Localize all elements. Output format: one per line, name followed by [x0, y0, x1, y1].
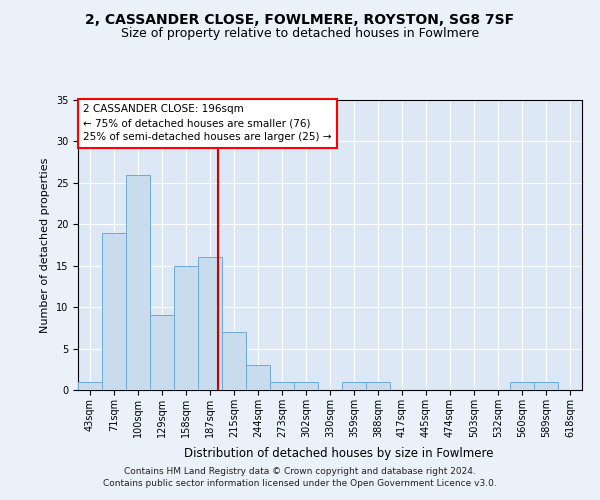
Text: Contains HM Land Registry data © Crown copyright and database right 2024.
Contai: Contains HM Land Registry data © Crown c…	[103, 466, 497, 487]
Text: Size of property relative to detached houses in Fowlmere: Size of property relative to detached ho…	[121, 28, 479, 40]
Bar	[534, 382, 558, 390]
Bar	[126, 174, 150, 390]
Text: 2, CASSANDER CLOSE, FOWLMERE, ROYSTON, SG8 7SF: 2, CASSANDER CLOSE, FOWLMERE, ROYSTON, S…	[85, 12, 515, 26]
Bar	[294, 382, 318, 390]
Y-axis label: Number of detached properties: Number of detached properties	[40, 158, 50, 332]
Bar	[222, 332, 246, 390]
Text: Distribution of detached houses by size in Fowlmere: Distribution of detached houses by size …	[184, 448, 494, 460]
Bar	[342, 382, 366, 390]
Bar	[102, 232, 126, 390]
Bar	[198, 258, 222, 390]
Bar	[510, 382, 534, 390]
Bar	[270, 382, 294, 390]
Bar	[150, 316, 174, 390]
Bar	[78, 382, 102, 390]
Text: 2 CASSANDER CLOSE: 196sqm
← 75% of detached houses are smaller (76)
25% of semi-: 2 CASSANDER CLOSE: 196sqm ← 75% of detac…	[83, 104, 332, 142]
Bar	[366, 382, 390, 390]
Bar	[174, 266, 198, 390]
Bar	[246, 365, 270, 390]
